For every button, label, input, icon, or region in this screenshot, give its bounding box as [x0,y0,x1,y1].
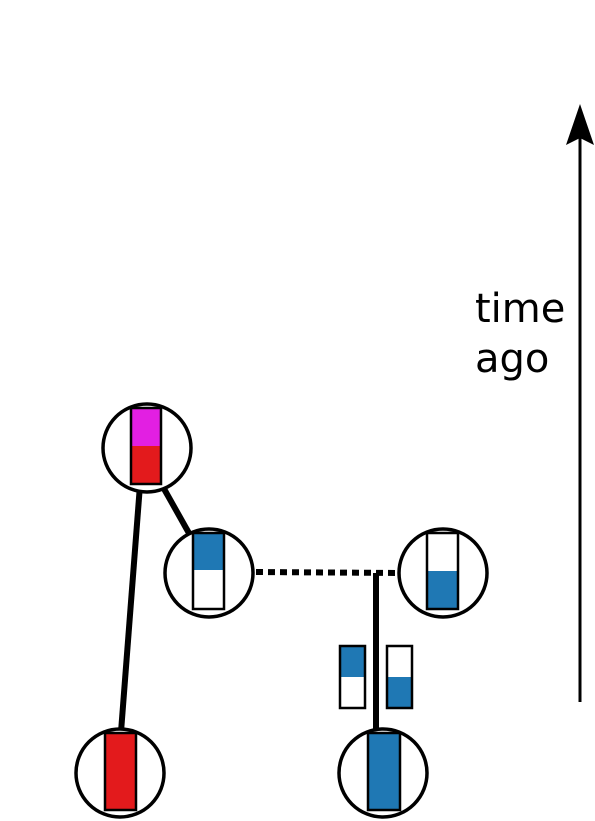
mid-right-node-bar-outline [425,531,460,611]
loose-bar-right [385,644,414,710]
mid-right-node-bar-top [427,533,458,571]
ancestor-node-bar-bottom [131,446,161,484]
mid-left-node-bar-bottom [193,570,224,609]
time-axis-arrowhead [566,104,594,145]
present-left-node [74,727,166,819]
mid-right-node-bar-bottom [427,571,458,609]
ancestor-node-bar-outline [129,406,163,486]
present-right-node-bar [366,731,402,812]
mid-left-node-bar-outline [191,531,226,611]
loose-bar-right-outline [385,644,414,710]
loose-bar-left-bottom [340,677,365,708]
time-axis-label: time ago [475,284,565,384]
loose-bar-left-top [340,646,365,677]
edge-ancestor-to-mid-left [160,485,193,537]
dotted-link-mid [255,569,399,576]
loose-bar-left [338,644,367,710]
time-axis-label-line1: time [475,286,566,332]
mid-left-node-bar-top [193,533,224,570]
edge-ancestor-to-present-left [118,484,143,733]
present-right-node [337,727,429,819]
mid-right-node [397,527,489,619]
mid-left-node [163,527,255,619]
loose-bar-left-outline [338,644,367,710]
loose-bar-right-top [387,646,412,677]
loose-bar-right-bottom [387,677,412,708]
ancestor-node-bar-top [131,408,161,446]
ancestor-node [101,402,193,494]
time-axis-label-line2: ago [475,336,550,382]
present-left-node-bar [103,731,138,812]
